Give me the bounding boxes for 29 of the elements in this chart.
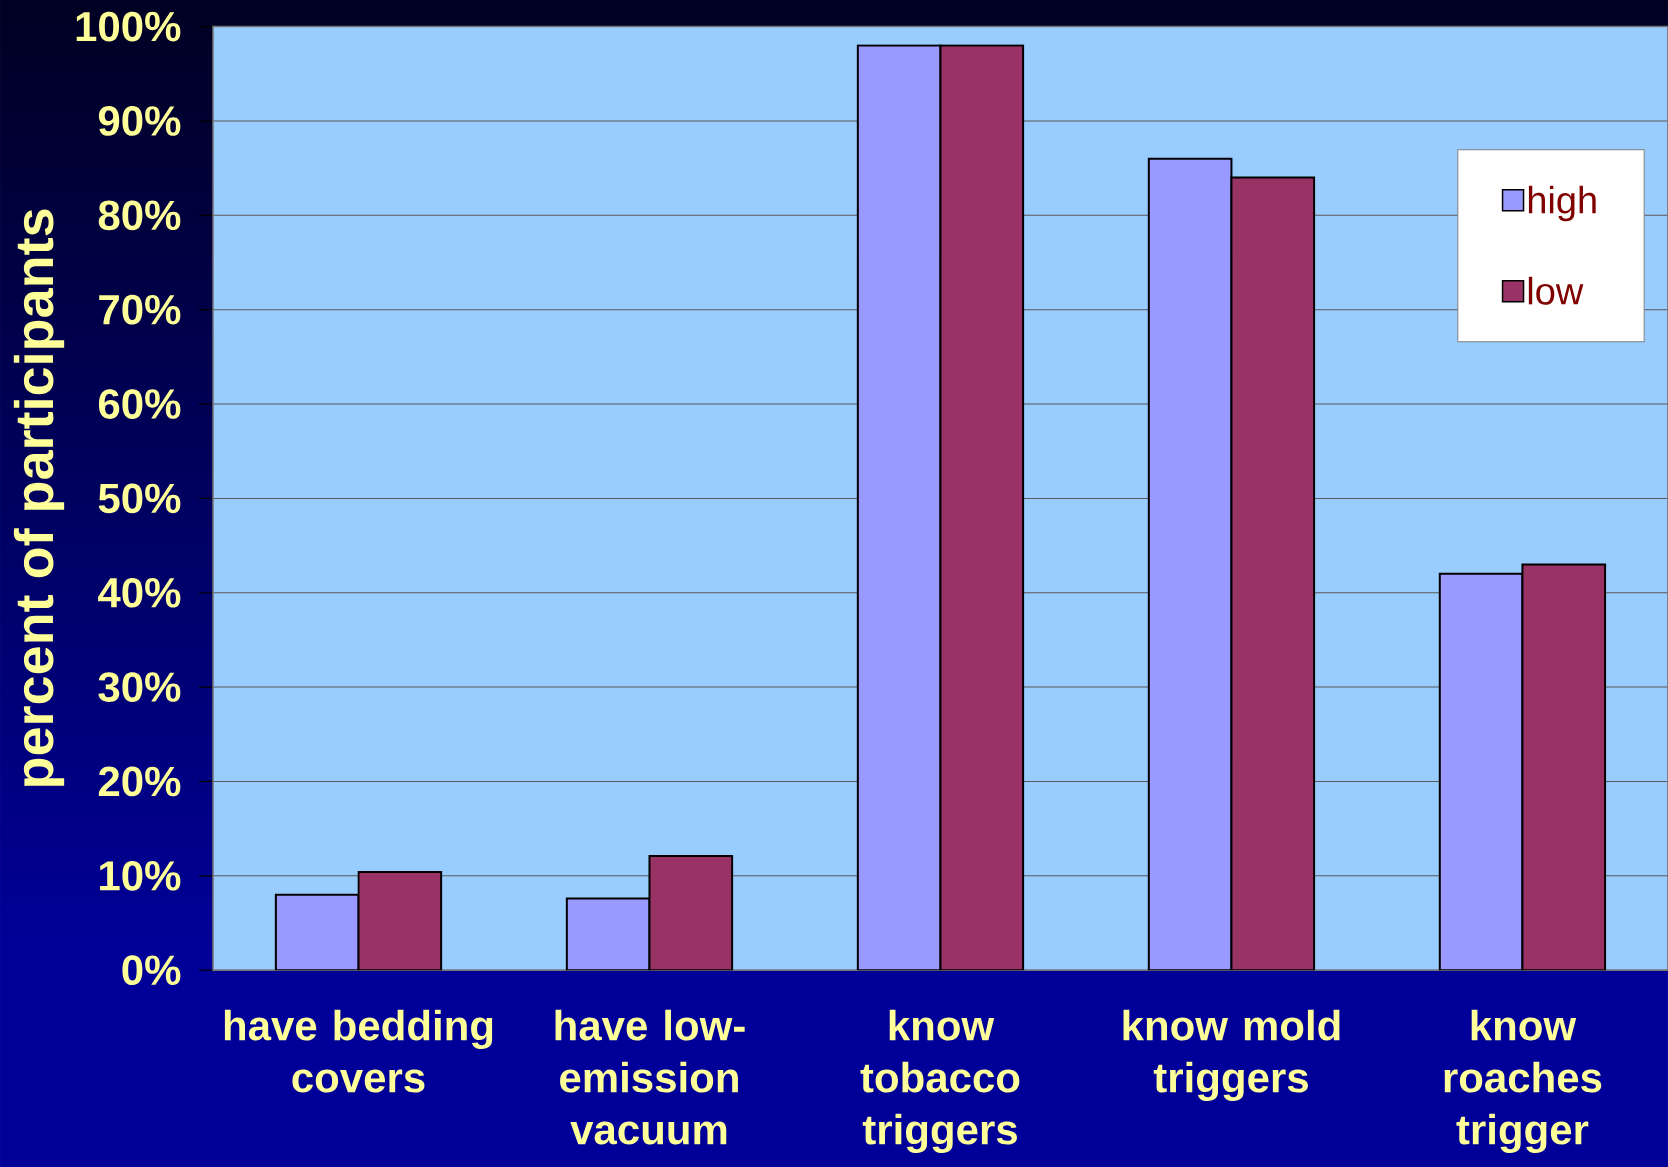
bar — [1147, 157, 1233, 971]
y-tick-label: 90% — [98, 106, 181, 136]
legend-label: low — [1528, 276, 1584, 305]
y-axis-title: percent of participants — [13, 209, 65, 786]
y-tick-label: 80% — [98, 200, 181, 231]
bar — [274, 893, 360, 971]
x-tick-label: have low-emission vacuum — [555, 1009, 745, 1145]
y-tick-label: 60% — [98, 389, 181, 419]
bar — [565, 897, 651, 971]
x-tick-label: know roaches trigger — [1444, 1009, 1602, 1154]
y-tick-label: 50% — [98, 483, 181, 514]
y-tick-label: 40% — [98, 577, 181, 608]
y-tick-label: 70% — [99, 294, 181, 325]
bar — [939, 44, 1025, 971]
y-tick-label: 100% — [76, 11, 181, 42]
legend-label: high — [1528, 185, 1596, 222]
y-tick-label: 20% — [98, 766, 181, 797]
x-tick-label: have bedding covers — [224, 1009, 493, 1093]
y-tick-label: 0% — [122, 955, 181, 986]
y-tick-label: 30% — [98, 672, 181, 703]
bar — [648, 855, 734, 971]
bar — [856, 44, 942, 971]
bar — [1438, 572, 1524, 971]
bar — [1521, 563, 1607, 971]
x-tick-label: know tobacco triggers — [860, 1009, 1020, 1154]
x-tick-label: know mold triggers — [1123, 1009, 1340, 1102]
y-tick-label: 10% — [100, 860, 181, 891]
bar — [357, 871, 443, 971]
bar — [1230, 176, 1316, 971]
